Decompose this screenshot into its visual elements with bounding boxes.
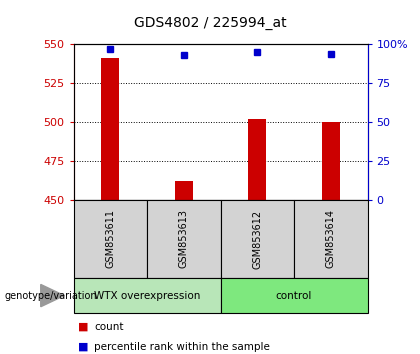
Text: count: count [94,322,124,332]
Bar [322,122,340,200]
Text: WTX overexpression: WTX overexpression [94,291,200,301]
Polygon shape [41,285,64,307]
Bar [101,58,119,200]
Text: GSM853611: GSM853611 [105,210,115,268]
Bar [74,200,147,278]
Text: ■: ■ [78,342,88,352]
Text: GSM853614: GSM853614 [326,210,336,268]
Bar [220,200,294,278]
Bar [220,278,368,313]
Bar [175,181,193,200]
Bar [294,200,368,278]
Text: ■: ■ [78,322,88,332]
Text: percentile rank within the sample: percentile rank within the sample [94,342,270,352]
Bar [147,200,220,278]
Text: GDS4802 / 225994_at: GDS4802 / 225994_at [134,16,286,30]
Text: GSM853612: GSM853612 [252,209,262,269]
Text: genotype/variation: genotype/variation [4,291,97,301]
Text: GSM853613: GSM853613 [179,210,189,268]
Bar [74,278,220,313]
Bar [248,119,266,200]
Text: control: control [276,291,312,301]
